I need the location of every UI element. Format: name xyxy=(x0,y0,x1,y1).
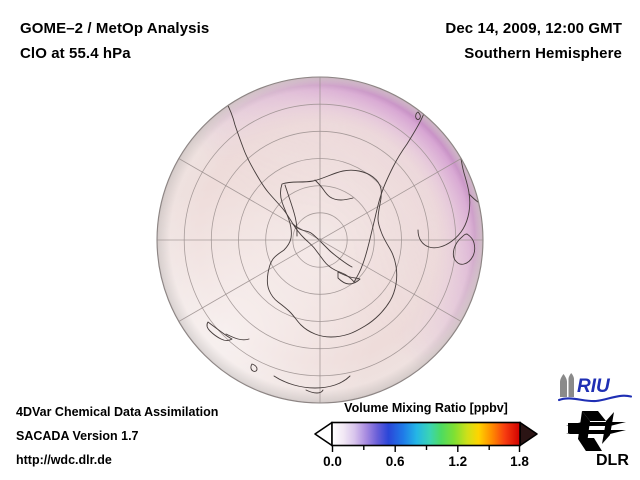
colorbar-svg: 0.0 0.6 1.2 1.8 xyxy=(314,421,538,469)
coastline-tasmania xyxy=(305,389,324,394)
coastline-new-zealand-north xyxy=(225,333,250,341)
coastline-antarctic-peninsula xyxy=(284,184,298,237)
footer-line-url: http://wdc.dlr.de xyxy=(16,453,112,467)
coastline-south-america xyxy=(215,81,355,283)
page-subtitle: ClO at 55.4 hPa xyxy=(20,45,131,62)
header-left: GOME–2 / MetOp Analysis ClO at 55.4 hPa xyxy=(20,16,209,66)
riu-logo-svg: RIU xyxy=(557,373,633,403)
south-pole-marker xyxy=(318,238,322,242)
hemisphere-label: Southern Hemisphere xyxy=(464,45,622,62)
coastline-madagascar xyxy=(452,233,476,265)
colorbar-tick-1: 0.6 xyxy=(386,454,405,469)
globe-svg xyxy=(156,76,484,404)
coastline-australia xyxy=(273,375,351,389)
colorbar-high-cap xyxy=(519,421,538,447)
colorbar-tick-labels: 0.0 0.6 1.2 1.8 xyxy=(323,454,529,469)
coastline-antarctica xyxy=(266,169,398,338)
colorbar-tick-0: 0.0 xyxy=(323,454,342,469)
riu-towers-icon xyxy=(560,373,574,397)
globe-limb xyxy=(156,76,484,404)
footer-left: 4DVar Chemical Data Assimilation SACADA … xyxy=(16,400,218,472)
colorbar-ticks xyxy=(331,445,521,452)
coastline-africa xyxy=(417,130,471,249)
colorbar-gradient xyxy=(332,422,520,446)
colorbar-low-cap xyxy=(314,421,333,447)
footer-line-assimilation: 4DVar Chemical Data Assimilation xyxy=(16,405,219,419)
coastline-island-b xyxy=(415,111,421,120)
globe-map xyxy=(156,76,484,404)
colorbar-title: Volume Mixing Ratio [ppbv] xyxy=(344,401,508,415)
coastline-island-a xyxy=(250,363,258,372)
coastline-tierra-del-fuego xyxy=(337,271,361,285)
dlr-logo: DLR xyxy=(560,409,634,469)
riu-logo-text: RIU xyxy=(577,376,611,397)
header-right: Dec 14, 2009, 12:00 GMT Southern Hemisph… xyxy=(445,16,622,66)
footer-line-version: SACADA Version 1.7 xyxy=(16,429,139,443)
riu-swoosh-icon xyxy=(557,394,633,403)
riu-logo: RIU xyxy=(556,371,634,405)
dlr-logo-svg: DLR xyxy=(566,411,629,469)
colorbar: Volume Mixing Ratio [ppbv] xyxy=(312,401,540,470)
dlr-mark-icon xyxy=(566,411,626,451)
timestamp-label: Dec 14, 2009, 12:00 GMT xyxy=(445,20,622,37)
page-title: GOME–2 / MetOp Analysis xyxy=(20,20,210,37)
coastline-new-zealand xyxy=(206,321,233,341)
coastline-antarctica-detail xyxy=(314,179,354,201)
colorbar-tick-2: 1.2 xyxy=(448,454,467,469)
colorbar-tick-3: 1.8 xyxy=(510,454,529,469)
dlr-logo-text: DLR xyxy=(596,452,629,469)
